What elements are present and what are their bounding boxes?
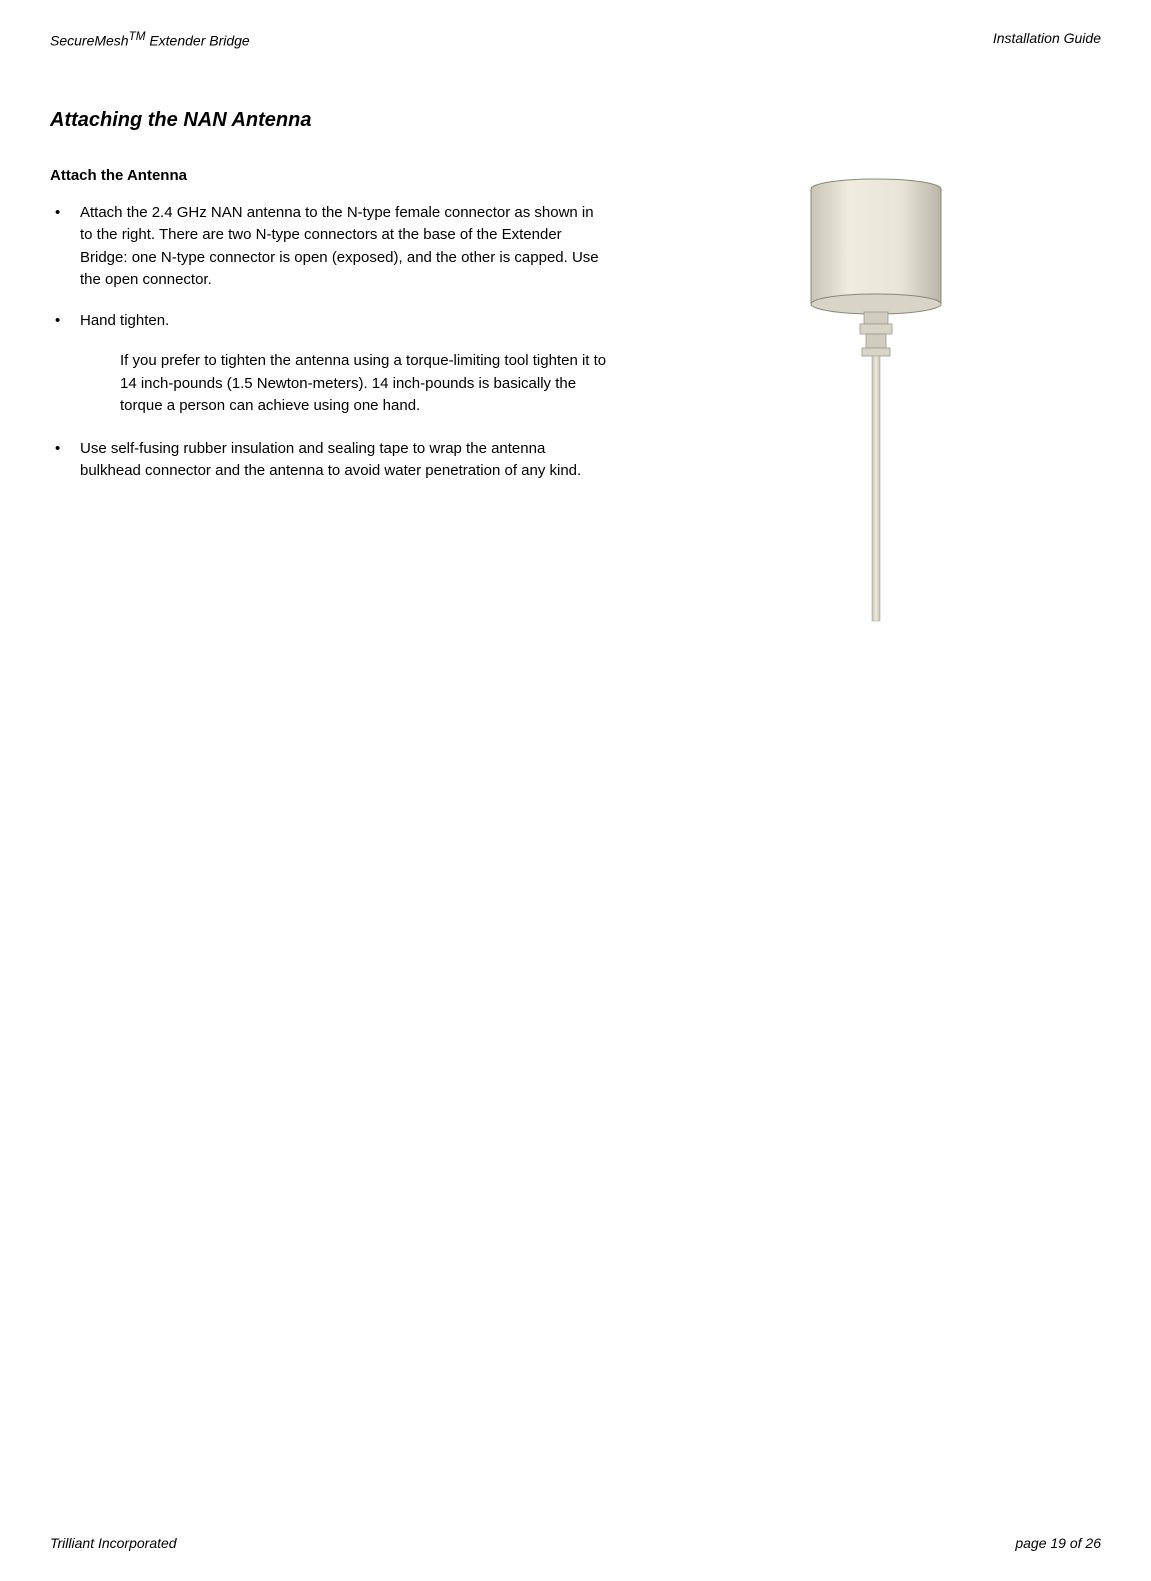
- header-suffix: Extender Bridge: [145, 33, 249, 49]
- bullet-marker: •: [50, 202, 80, 292]
- footer-right: page 19 of 26: [1015, 1535, 1101, 1551]
- header-left: SecureMeshTM Extender Bridge: [50, 30, 250, 49]
- bullet-text: Attach the 2.4 GHz NAN antenna to the N-…: [80, 202, 610, 292]
- sub-text: If you prefer to tighten the antenna usi…: [120, 350, 610, 418]
- header-product: SecureMesh: [50, 33, 129, 49]
- bullet-list: • Use self-fusing rubber insulation and …: [50, 438, 610, 483]
- bullet-text: Hand tighten.: [80, 310, 610, 333]
- bullet-item: • Attach the 2.4 GHz NAN antenna to the …: [50, 202, 610, 292]
- bullet-text: Use self-fusing rubber insulation and se…: [80, 438, 610, 483]
- antenna-diagram: [786, 177, 966, 627]
- header-right: Installation Guide: [993, 30, 1101, 49]
- bullet-marker: •: [50, 310, 80, 333]
- image-column: [650, 167, 1101, 627]
- content-area: Attach the Antenna • Attach the 2.4 GHz …: [50, 167, 1101, 627]
- bullet-marker: •: [50, 438, 80, 483]
- bullet-item: • Use self-fusing rubber insulation and …: [50, 438, 610, 483]
- page-header: SecureMeshTM Extender Bridge Installatio…: [50, 30, 1101, 49]
- footer-left: Trilliant Incorporated: [50, 1535, 177, 1551]
- sub-title: Attach the Antenna: [50, 167, 610, 184]
- bullet-list: • Attach the 2.4 GHz NAN antenna to the …: [50, 202, 610, 333]
- bullet-item: • Hand tighten.: [50, 310, 610, 333]
- header-tm: TM: [129, 30, 146, 43]
- page-footer: Trilliant Incorporated page 19 of 26: [50, 1535, 1101, 1551]
- section-title: Attaching the NAN Antenna: [50, 109, 1101, 132]
- text-column: Attach the Antenna • Attach the 2.4 GHz …: [50, 167, 610, 627]
